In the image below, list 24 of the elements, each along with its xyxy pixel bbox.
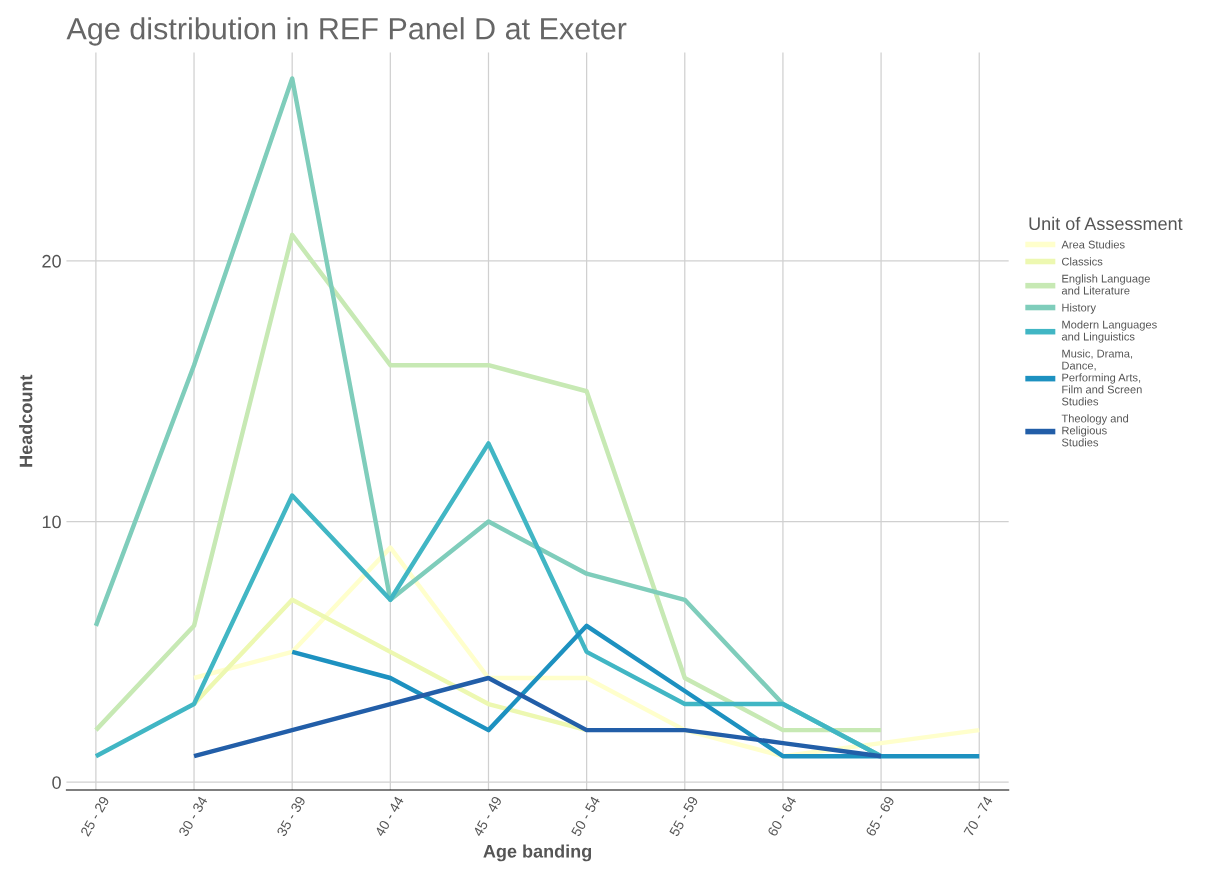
x-tick-label: 45 - 49 [472,795,503,838]
x-tick-label: 50 - 54 [570,795,601,837]
legend-label: Modern Languages and Linguistics [1061,320,1157,343]
legend-label: Music, Drama, Dance, Performing Arts, Film and Screen Studies [1061,349,1142,406]
legend-label: Theology and Religious Studies [1061,414,1129,447]
y-tick-label: 10 [42,515,61,529]
x-tick-label: 25 - 29 [80,795,110,837]
x-tick-label: 35 - 39 [276,795,306,838]
y-tick-label: 0 [52,776,61,789]
legend-title: Unit of Assessment [1029,216,1183,231]
y-tick-label: 20 [42,254,61,268]
legend-label: English Language and Literature [1061,274,1150,295]
x-tick-label: 70 - 74 [963,795,994,837]
x-tick-label: 55 - 59 [668,795,699,837]
x-tick-label: 65 - 69 [865,795,895,837]
x-tick-label: 60 - 64 [767,795,797,837]
x-tick-label: 40 - 44 [374,795,405,838]
chart-title: Age distribution in REF Panel D at Exeter [66,17,627,46]
legend-label: Area Studies [1061,240,1125,249]
y-axis-title: Headcount [19,374,33,467]
legend-label: History [1062,303,1096,314]
x-tick-label: 30 - 34 [178,795,208,838]
x-axis-title: Age banding [483,844,592,862]
legend-label: Classics [1062,257,1103,266]
